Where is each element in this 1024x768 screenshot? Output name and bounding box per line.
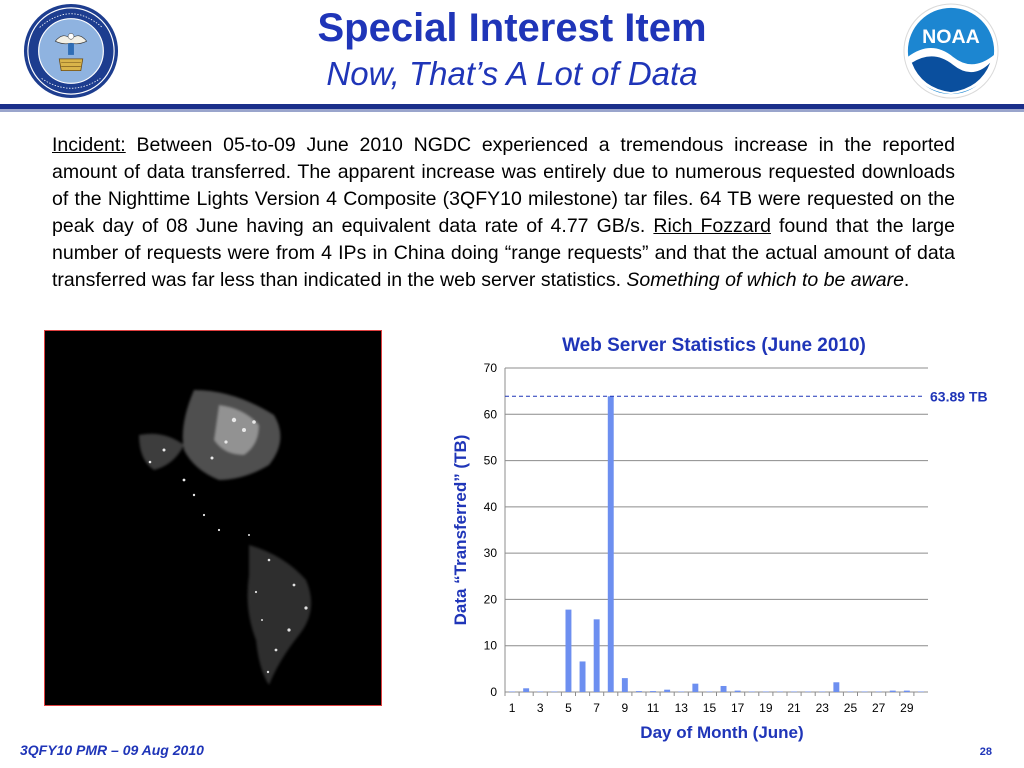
bar — [720, 685, 727, 692]
y-tick-label: 20 — [484, 592, 498, 606]
x-tick-label: 23 — [816, 701, 830, 715]
bar — [706, 691, 713, 693]
bar — [650, 691, 657, 692]
y-tick-label: 50 — [484, 454, 498, 468]
chart-title: Web Server Statistics (June 2010) — [562, 335, 866, 356]
footer-left-text: 3QFY10 PMR – 09 Aug 2010 — [20, 742, 204, 758]
bar — [537, 691, 544, 693]
x-tick-label: 21 — [787, 701, 801, 715]
x-tick-label: 1 — [509, 701, 516, 715]
bar — [776, 691, 783, 693]
y-tick-label: 10 — [484, 639, 498, 653]
sentence-end: . — [903, 269, 910, 291]
bar — [819, 691, 826, 693]
slide-title: Special Interest Item — [317, 6, 707, 50]
bar — [635, 691, 642, 692]
x-tick-label: 3 — [537, 701, 544, 715]
bar — [875, 691, 882, 693]
x-tick-label: 9 — [622, 701, 629, 715]
bar — [621, 678, 628, 692]
y-tick-label: 0 — [490, 685, 497, 699]
bar — [579, 661, 586, 692]
x-tick-label: 13 — [675, 701, 689, 715]
bar — [889, 690, 896, 692]
bar — [847, 691, 854, 693]
header-rule — [0, 104, 1024, 109]
nighttime-lights-image — [44, 330, 382, 706]
reference-line-label: 63.89 TB — [930, 388, 988, 404]
x-tick-label: 7 — [593, 701, 600, 715]
x-tick-label: 11 — [647, 701, 660, 715]
bar — [523, 688, 530, 692]
bar — [664, 689, 671, 692]
noaa-logo-text: NOAA — [922, 26, 980, 48]
x-tick-label: 25 — [844, 701, 858, 715]
incident-text-part-1: Between 05-to-09 June 2010 NGDC experien… — [52, 134, 955, 237]
bar — [509, 691, 516, 693]
incident-text-part-2: found that the large number of requests … — [52, 215, 955, 291]
bar — [861, 691, 868, 693]
bar — [917, 691, 924, 693]
bar — [678, 691, 685, 693]
x-tick-label: 5 — [565, 701, 572, 715]
bar — [791, 691, 798, 693]
y-tick-label: 70 — [484, 361, 498, 375]
department-of-commerce-seal — [23, 3, 119, 99]
bar — [607, 396, 614, 692]
bar — [551, 691, 558, 693]
bar — [903, 690, 910, 692]
bar — [734, 690, 741, 692]
y-axis-label: Data “Transferred” (TB) — [451, 435, 470, 626]
bar — [762, 691, 769, 693]
noaa-logo: NOAA — [903, 3, 999, 99]
x-tick-label: 27 — [872, 701, 886, 715]
y-tick-label: 40 — [484, 500, 498, 514]
header-rule-accent — [0, 109, 1024, 112]
incident-label: Incident: — [52, 134, 126, 156]
bar — [805, 691, 812, 693]
y-tick-label: 30 — [484, 546, 498, 560]
x-tick-label: 15 — [703, 701, 717, 715]
y-tick-label: 60 — [484, 407, 498, 421]
x-tick-label: 19 — [759, 701, 773, 715]
incident-paragraph: Incident: Between 05-to-09 June 2010 NGD… — [52, 132, 955, 294]
bar — [565, 609, 572, 692]
person-link[interactable]: Rich Fozzard — [653, 215, 771, 237]
bar — [692, 683, 699, 692]
slide-subtitle: Now, That’s A Lot of Data — [326, 55, 698, 92]
web-server-statistics-chart: Web Server Statistics (June 2010) Data “… — [451, 335, 988, 742]
bar — [833, 682, 840, 692]
italic-note: Something of which to be aware — [626, 269, 904, 291]
bar — [593, 619, 600, 692]
x-tick-label: 17 — [731, 701, 745, 715]
x-tick-label: 29 — [900, 701, 914, 715]
page-number: 28 — [979, 746, 992, 758]
x-axis-label: Day of Month (June) — [640, 723, 803, 742]
bar — [748, 691, 755, 693]
